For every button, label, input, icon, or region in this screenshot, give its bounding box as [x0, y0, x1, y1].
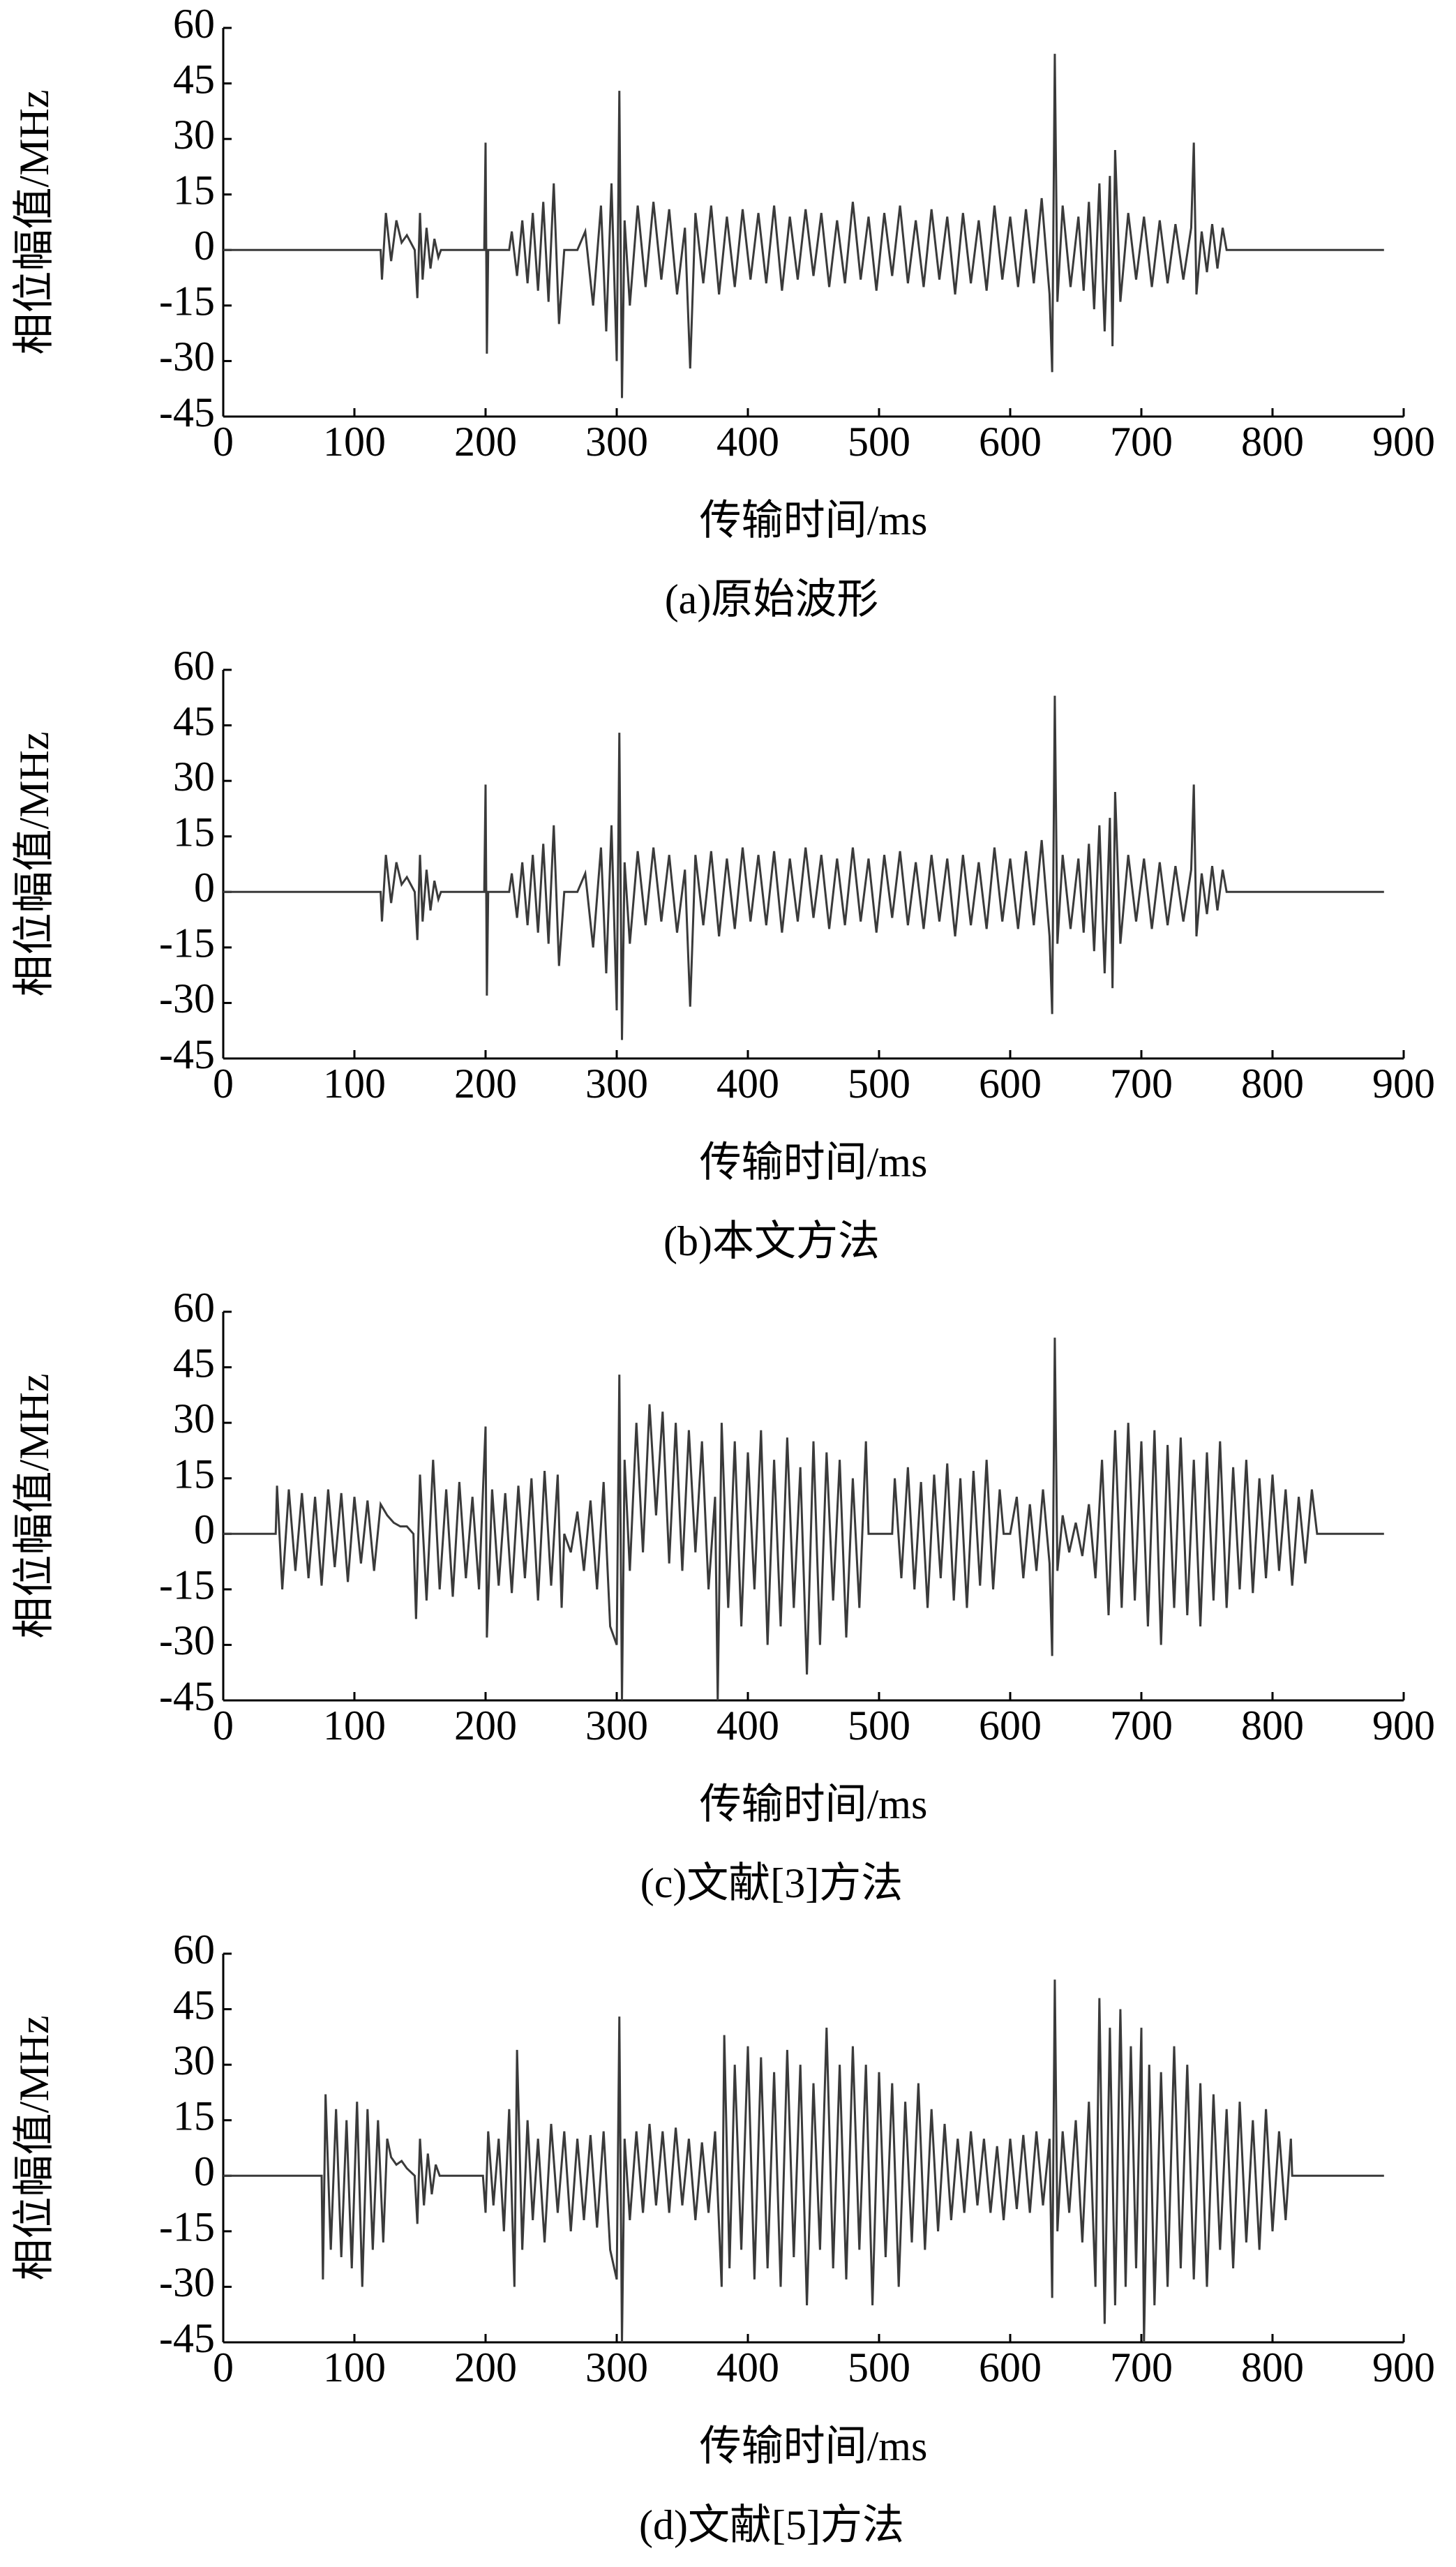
- x-tick-label: 900: [1372, 419, 1435, 465]
- y-tick-label: -30: [159, 334, 215, 380]
- y-axis-label: 相位幅值/MHz: [11, 1374, 57, 1639]
- waveform-line: [223, 1338, 1384, 1701]
- x-tick-label: 400: [716, 1061, 779, 1107]
- y-tick-label: 15: [173, 809, 215, 855]
- x-axis-label: 传输时间/ms: [700, 1139, 928, 1185]
- x-tick-label: 600: [979, 2344, 1042, 2390]
- y-tick-label: -15: [159, 920, 215, 966]
- x-tick-label: 100: [323, 1061, 386, 1107]
- x-tick-label: 200: [454, 1702, 517, 1749]
- y-tick-label: -45: [159, 1673, 215, 1719]
- y-tick-label: -15: [159, 278, 215, 324]
- y-tick-label: 60: [173, 1285, 215, 1331]
- x-axis-label: 传输时间/ms: [700, 2423, 928, 2469]
- y-axis-label: 相位幅值/MHz: [11, 90, 57, 355]
- x-tick-label: 600: [979, 1061, 1042, 1107]
- x-tick-label: 700: [1110, 2344, 1173, 2390]
- x-tick-label: 600: [979, 1702, 1042, 1749]
- waveform-line: [223, 696, 1384, 1040]
- y-tick-label: 15: [173, 167, 215, 213]
- y-tick-label: -30: [159, 1617, 215, 1663]
- waveform-line: [223, 54, 1384, 398]
- x-tick-label: 400: [716, 2344, 779, 2390]
- x-tick-label: 0: [213, 1061, 234, 1107]
- x-tick-label: 400: [716, 1702, 779, 1749]
- y-tick-label: -45: [159, 389, 215, 435]
- y-tick-label: 0: [194, 865, 215, 911]
- x-tick-label: 900: [1372, 1702, 1435, 1749]
- y-tick-label: 30: [173, 1395, 215, 1442]
- x-tick-label: 300: [585, 419, 648, 465]
- x-tick-label: 900: [1372, 2344, 1435, 2390]
- x-tick-label: 500: [848, 419, 910, 465]
- y-tick-label: 30: [173, 112, 215, 158]
- y-tick-label: -30: [159, 2259, 215, 2305]
- y-tick-label: -45: [159, 1031, 215, 1077]
- x-tick-label: 900: [1372, 1061, 1435, 1107]
- x-tick-label: 500: [848, 1061, 910, 1107]
- x-tick-label: 500: [848, 1702, 910, 1749]
- y-axis-label: 相位幅值/MHz: [11, 732, 57, 997]
- y-tick-label: 45: [173, 1340, 215, 1386]
- x-tick-label: 0: [213, 1702, 234, 1749]
- x-tick-label: 0: [213, 2344, 234, 2390]
- x-tick-label: 700: [1110, 419, 1173, 465]
- y-tick-label: 45: [173, 698, 215, 744]
- x-tick-label: 100: [323, 1702, 386, 1749]
- x-tick-label: 300: [585, 1702, 648, 1749]
- y-tick-label: 15: [173, 1451, 215, 1497]
- y-tick-label: 60: [173, 1926, 215, 1973]
- y-tick-label: 0: [194, 223, 215, 269]
- y-tick-label: 60: [173, 1, 215, 47]
- y-tick-label: 45: [173, 56, 215, 102]
- y-tick-label: 0: [194, 2148, 215, 2194]
- x-tick-label: 800: [1241, 1702, 1304, 1749]
- x-tick-label: 800: [1241, 2344, 1304, 2390]
- x-tick-label: 200: [454, 1061, 517, 1107]
- x-tick-label: 100: [323, 419, 386, 465]
- y-axis-label: 相位幅值/MHz: [11, 2016, 57, 2281]
- x-tick-label: 500: [848, 2344, 910, 2390]
- x-tick-label: 0: [213, 419, 234, 465]
- y-tick-label: 45: [173, 1982, 215, 2028]
- y-tick-label: -15: [159, 1562, 215, 1608]
- x-axis-label: 传输时间/ms: [700, 497, 928, 544]
- x-tick-label: 700: [1110, 1061, 1173, 1107]
- panel-caption: (b)本文方法: [663, 1218, 880, 1264]
- x-tick-label: 400: [716, 419, 779, 465]
- y-tick-label: 0: [194, 1506, 215, 1552]
- x-tick-label: 800: [1241, 419, 1304, 465]
- x-tick-label: 800: [1241, 1061, 1304, 1107]
- y-tick-label: -45: [159, 2315, 215, 2361]
- panel-caption: (a)原始波形: [665, 576, 879, 622]
- panel-caption: (d)文献[5]方法: [639, 2502, 904, 2548]
- panel-caption: (c)文献[3]方法: [640, 1860, 903, 1906]
- x-axis-label: 传输时间/ms: [700, 1781, 928, 1827]
- x-tick-label: 200: [454, 419, 517, 465]
- y-tick-label: 30: [173, 2037, 215, 2083]
- y-tick-label: 60: [173, 643, 215, 689]
- x-tick-label: 100: [323, 2344, 386, 2390]
- y-tick-label: 15: [173, 2093, 215, 2139]
- x-tick-label: 600: [979, 419, 1042, 465]
- y-tick-label: -15: [159, 2204, 215, 2250]
- x-tick-label: 300: [585, 1061, 648, 1107]
- y-tick-label: -30: [159, 975, 215, 1021]
- waveform-line: [223, 1979, 1384, 2343]
- x-tick-label: 700: [1110, 1702, 1173, 1749]
- x-tick-label: 300: [585, 2344, 648, 2390]
- y-tick-label: 30: [173, 754, 215, 800]
- x-tick-label: 200: [454, 2344, 517, 2390]
